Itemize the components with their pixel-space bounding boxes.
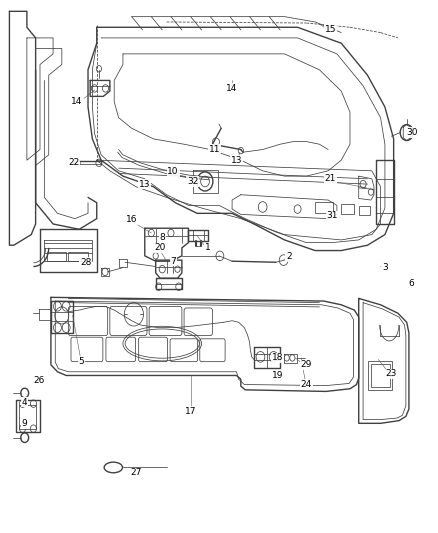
Text: 1: 1 [205,244,211,253]
Text: 10: 10 [167,167,179,176]
Text: 5: 5 [78,357,85,366]
Text: 22: 22 [68,158,80,167]
Text: 21: 21 [325,174,336,183]
Text: 29: 29 [300,360,312,369]
Text: 19: 19 [272,371,284,380]
Text: 17: 17 [185,407,196,416]
Text: 13: 13 [139,180,151,189]
Text: 16: 16 [126,215,138,224]
Text: 27: 27 [131,469,142,477]
Text: 9: 9 [22,419,28,428]
Text: 3: 3 [382,263,388,272]
Text: 14: 14 [226,84,238,93]
Text: 4: 4 [22,398,28,407]
Text: 24: 24 [301,380,312,389]
Bar [368,361,392,390]
Text: 30: 30 [406,128,418,137]
Text: 31: 31 [327,212,338,221]
Text: 14: 14 [71,97,83,106]
Bar [359,206,370,215]
Text: 23: 23 [386,369,397,378]
Text: 15: 15 [325,25,336,34]
Text: 18: 18 [272,353,284,362]
Bar [371,364,390,386]
Text: 8: 8 [159,233,165,242]
Text: 32: 32 [187,177,198,186]
Bar [341,204,354,214]
Bar [68,252,88,261]
Bar [19,405,36,429]
Text: 20: 20 [154,244,166,253]
Text: 11: 11 [209,145,220,154]
Text: 28: 28 [80,258,92,266]
Bar [315,201,332,213]
Text: 13: 13 [231,156,242,165]
Bar [46,252,66,261]
Text: 2: 2 [286,253,292,261]
Text: 26: 26 [33,376,45,385]
Text: 7: 7 [170,257,176,265]
Text: 6: 6 [408,279,414,288]
